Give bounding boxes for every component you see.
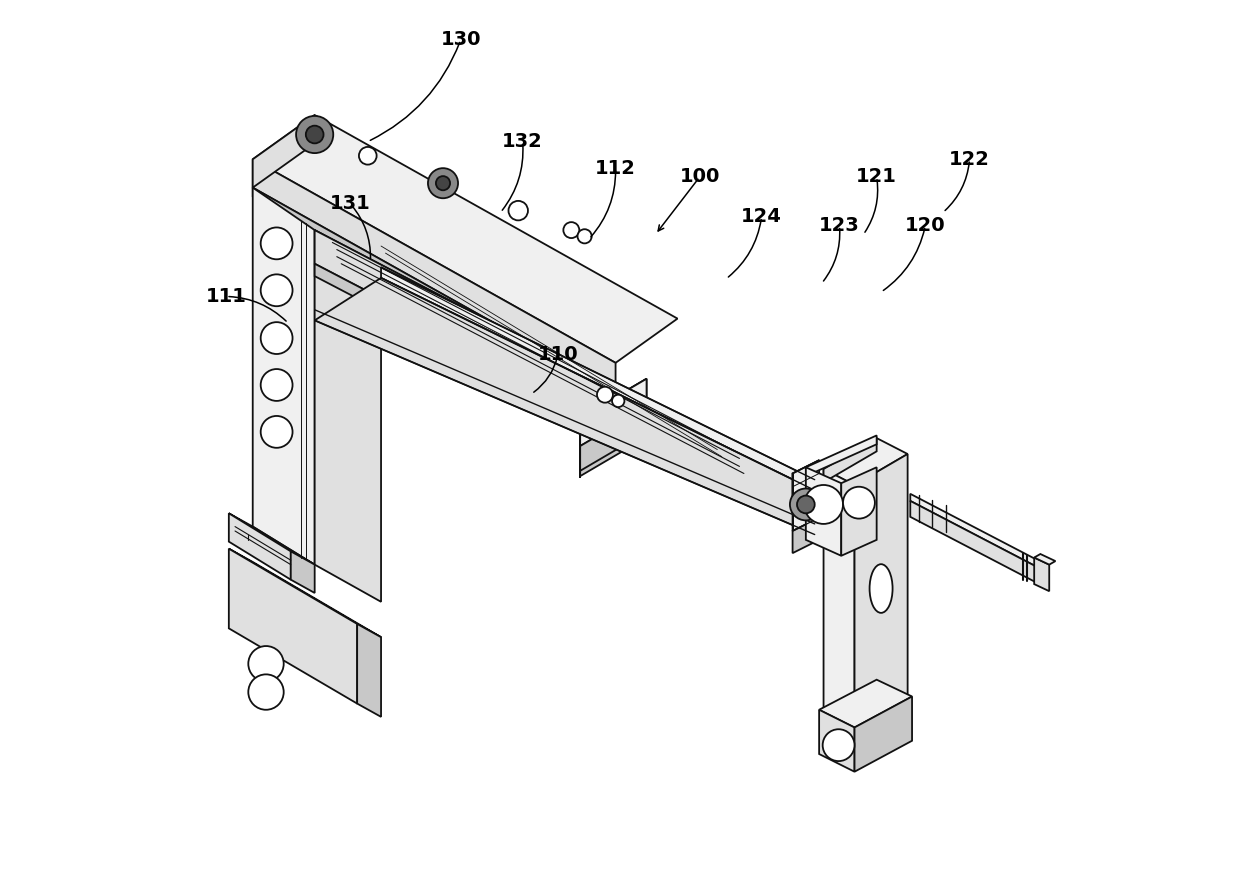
Polygon shape	[381, 267, 815, 490]
Ellipse shape	[869, 565, 893, 612]
Circle shape	[296, 116, 334, 153]
Polygon shape	[315, 230, 381, 602]
Circle shape	[260, 227, 293, 259]
Circle shape	[358, 147, 377, 165]
Polygon shape	[792, 460, 820, 513]
Text: 124: 124	[742, 207, 782, 227]
Circle shape	[797, 496, 815, 513]
Polygon shape	[820, 710, 854, 772]
Polygon shape	[823, 469, 854, 730]
Circle shape	[248, 646, 284, 681]
Circle shape	[436, 176, 450, 190]
Circle shape	[596, 387, 613, 403]
Circle shape	[790, 489, 822, 520]
Text: 120: 120	[905, 216, 946, 235]
Circle shape	[613, 395, 625, 407]
Polygon shape	[806, 435, 877, 476]
Polygon shape	[315, 264, 722, 489]
Polygon shape	[315, 230, 789, 480]
Polygon shape	[229, 513, 290, 580]
Polygon shape	[1034, 558, 1049, 591]
Polygon shape	[910, 501, 1035, 582]
Text: 121: 121	[856, 167, 897, 187]
Circle shape	[428, 168, 458, 198]
Polygon shape	[580, 407, 646, 471]
Circle shape	[508, 201, 528, 220]
Polygon shape	[820, 680, 913, 727]
Text: 131: 131	[330, 194, 371, 213]
Polygon shape	[854, 454, 908, 730]
Circle shape	[563, 222, 579, 238]
Text: 123: 123	[820, 216, 859, 235]
Circle shape	[260, 274, 293, 306]
Circle shape	[804, 485, 843, 524]
Polygon shape	[229, 513, 315, 565]
Polygon shape	[580, 379, 646, 455]
Polygon shape	[229, 549, 357, 704]
Polygon shape	[253, 115, 677, 363]
Polygon shape	[315, 230, 722, 476]
Circle shape	[578, 229, 591, 243]
Polygon shape	[792, 460, 820, 531]
Circle shape	[306, 126, 324, 143]
Text: 112: 112	[595, 158, 636, 178]
Polygon shape	[253, 188, 615, 400]
Polygon shape	[580, 379, 646, 446]
Text: 130: 130	[440, 30, 481, 50]
Polygon shape	[854, 696, 913, 772]
Polygon shape	[580, 379, 646, 418]
Polygon shape	[823, 438, 908, 485]
Circle shape	[260, 322, 293, 354]
Polygon shape	[253, 159, 615, 391]
Circle shape	[822, 729, 854, 761]
Circle shape	[843, 487, 875, 519]
Polygon shape	[253, 188, 315, 565]
Polygon shape	[229, 549, 381, 637]
Polygon shape	[357, 624, 381, 717]
Polygon shape	[1034, 554, 1055, 565]
Polygon shape	[910, 494, 1035, 566]
Text: 132: 132	[502, 132, 543, 151]
Polygon shape	[823, 438, 877, 482]
Circle shape	[248, 674, 284, 710]
Polygon shape	[253, 115, 315, 188]
Polygon shape	[290, 551, 315, 593]
Polygon shape	[580, 416, 646, 476]
Polygon shape	[806, 467, 841, 556]
Text: 100: 100	[680, 167, 720, 187]
Polygon shape	[315, 278, 815, 535]
Polygon shape	[792, 518, 820, 553]
Text: 122: 122	[949, 150, 990, 169]
Text: 111: 111	[206, 287, 247, 306]
Circle shape	[260, 369, 293, 401]
Polygon shape	[841, 467, 877, 556]
Text: 110: 110	[538, 344, 578, 364]
Circle shape	[260, 416, 293, 448]
